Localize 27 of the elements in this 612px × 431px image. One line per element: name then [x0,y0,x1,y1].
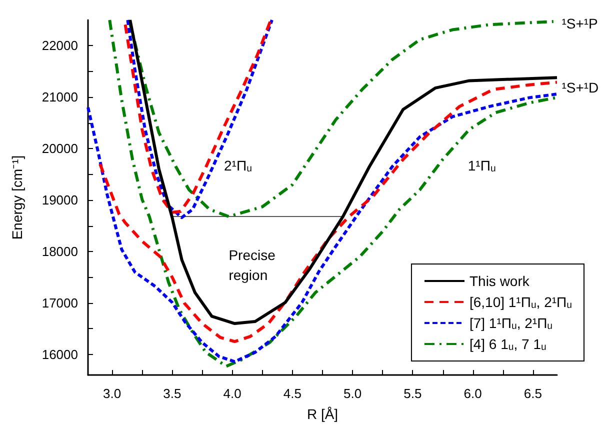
y-tick-label: 21000 [42,90,78,105]
legend-label: [4] 6 1ᵤ, 7 1ᵤ [469,336,546,352]
legend-label: This work [469,273,530,289]
y-tick-label: 18000 [42,244,78,260]
annotation: 2¹Πᵤ [224,158,252,174]
y-tick-label: 22000 [42,38,78,54]
x-tick-label: 4.0 [223,386,242,401]
y-tick-label: 19000 [42,192,78,208]
x-tick-label: 3.0 [103,386,122,401]
legend-label: [7] 1¹Πᵤ, 2¹Πᵤ [469,315,553,331]
x-tick-label: 6.0 [464,386,482,401]
y-tick-label: 17000 [42,295,78,310]
annotation: Precise region [228,246,276,283]
y-tick-label: 16000 [42,346,78,362]
y-axis-title: Energy [cm⁻¹] [9,155,25,240]
text: ¹S+¹D [562,79,599,96]
x-tick-label: 4.5 [283,386,302,401]
legend-label: [6,10] 1¹Πᵤ, 2¹Πᵤ [469,294,572,310]
annotation: 1¹Πᵤ [468,158,496,174]
text: ¹S+¹P [562,16,598,32]
x-tick-label: 5.5 [404,386,422,401]
x-tick-label: 5.0 [344,386,362,401]
x-axis-title: R [Å] [306,406,338,422]
y-tick-label: 20000 [42,141,78,156]
x-tick-label: 6.5 [524,386,542,401]
x-tick-label: 3.5 [163,386,182,401]
line-series [127,18,555,218]
